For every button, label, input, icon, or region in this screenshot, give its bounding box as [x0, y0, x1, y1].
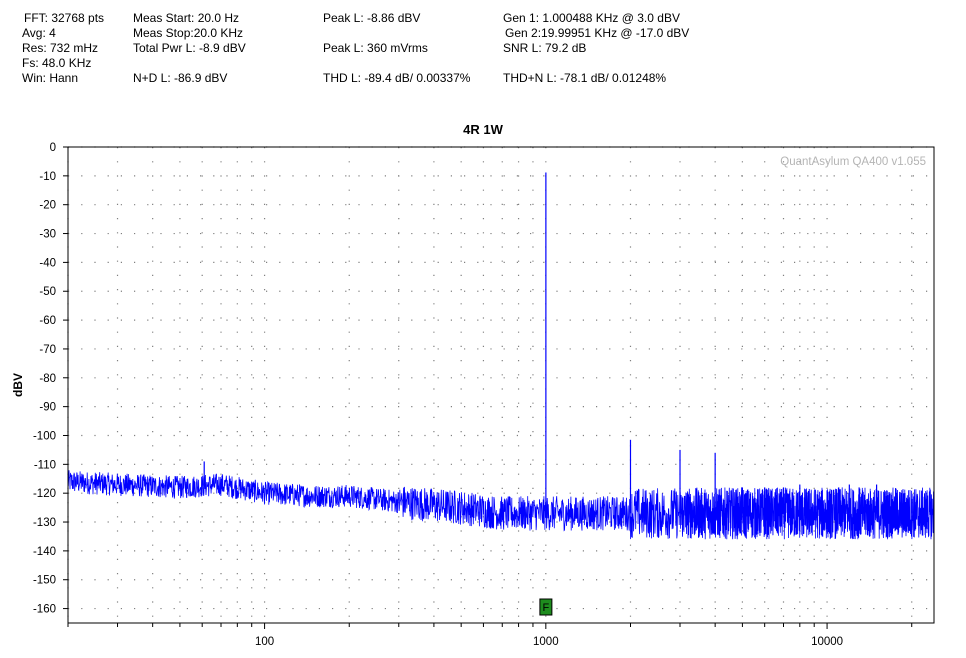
- y-tick-label: -20: [39, 200, 56, 212]
- y-tick-label: -10: [39, 171, 56, 183]
- x-tick-label: 10000: [811, 636, 843, 648]
- spectrum-trace: [67, 172, 935, 540]
- y-tick-label: -110: [34, 459, 56, 471]
- hdr-win: Win: Hann: [22, 71, 79, 85]
- chart-title: 4R 1W: [463, 122, 503, 137]
- y-tick-label: -50: [39, 286, 56, 298]
- y-tick-label: -100: [33, 430, 56, 442]
- hdr-avg: Avg: 4: [22, 26, 56, 40]
- x-tick-label: 1000: [533, 636, 559, 648]
- hdr-snr: SNR L: 79.2 dB: [503, 41, 587, 55]
- y-tick-label: -60: [39, 315, 56, 327]
- y-tick-label: -80: [39, 373, 56, 385]
- hdr-gen2: Gen 2:19.99951 KHz @ -17.0 dBV: [505, 26, 690, 40]
- grid: [67, 146, 934, 623]
- hdr-nd: N+D L: -86.9 dBV: [133, 71, 228, 85]
- y-axis-label: dBV: [11, 373, 25, 397]
- y-tick-label: -40: [39, 257, 56, 269]
- noise-floor-line: [67, 470, 935, 540]
- y-tick-label: -130: [33, 517, 56, 529]
- hdr-peak-vrms: Peak L: 360 mVrms: [323, 41, 428, 55]
- y-tick-label: 0: [50, 142, 56, 154]
- hdr-fs: Fs: 48.0 KHz: [22, 56, 92, 70]
- hdr-peak-dbv: Peak L: -8.86 dBV: [323, 11, 421, 25]
- markers: F: [539, 598, 553, 616]
- y-ticks: 0 -10 -20 -30 -40 -50 -60 -70 -80 -90 -100 -110 -120…: [33, 142, 68, 616]
- hdr-meas-start: Meas Start: 20.0 Hz: [133, 11, 240, 25]
- x-tick-label: 100: [255, 636, 274, 648]
- watermark: QuantAsylum QA400 v1.055: [780, 156, 926, 168]
- hdr-total-pwr: Total Pwr L: -8.9 dBV: [133, 41, 246, 55]
- y-tick-label: -150: [33, 575, 56, 587]
- hdr-meas-stop: Meas Stop:20.0 KHz: [133, 26, 244, 40]
- y-tick-label: -90: [39, 402, 56, 414]
- y-tick-label: -120: [33, 488, 56, 500]
- hdr-res: Res: 732 mHz: [22, 41, 99, 55]
- y-tick-label: -70: [39, 344, 56, 356]
- hdr-thdn: THD+N L: -78.1 dB/ 0.01248%: [503, 71, 667, 85]
- y-tick-label: -30: [39, 229, 56, 241]
- y-tick-label: -160: [33, 604, 56, 616]
- plot-frame: [67, 146, 935, 624]
- fundamental-marker-label: F: [543, 602, 550, 614]
- hdr-thd: THD L: -89.4 dB/ 0.00337%: [323, 71, 471, 85]
- x-ticks: 100 1000 10000: [67, 623, 913, 648]
- hdr-fft: FFT: 32768 pts: [24, 11, 105, 25]
- y-tick-label: -140: [33, 546, 56, 558]
- hdr-gen1: Gen 1: 1.000488 KHz @ 3.0 dBV: [503, 11, 680, 25]
- fundamental-marker-box: [539, 598, 553, 616]
